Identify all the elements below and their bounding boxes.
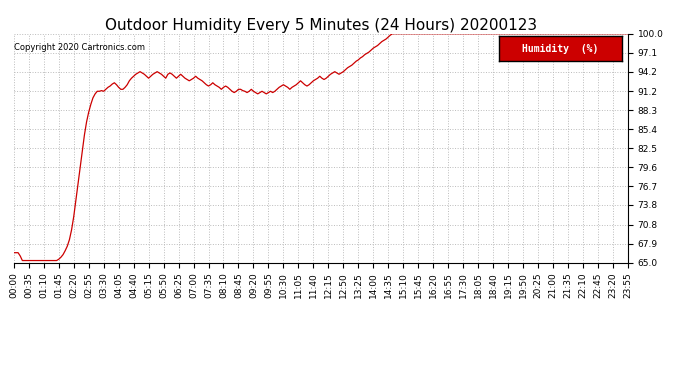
Title: Outdoor Humidity Every 5 Minutes (24 Hours) 20200123: Outdoor Humidity Every 5 Minutes (24 Hou… [105,18,537,33]
Text: Copyright 2020 Cartronics.com: Copyright 2020 Cartronics.com [14,43,145,52]
